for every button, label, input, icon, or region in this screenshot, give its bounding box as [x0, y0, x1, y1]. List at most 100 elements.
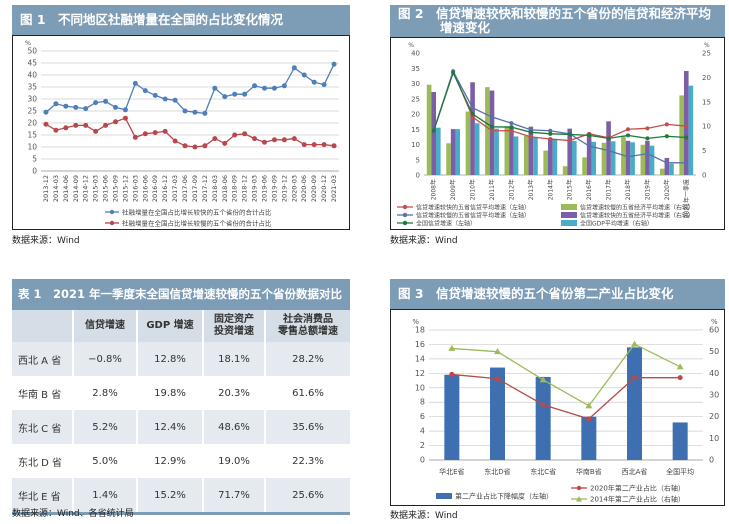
bar — [450, 129, 456, 175]
y-left-tick-label: 16 — [415, 340, 425, 349]
y-left-tick-label: 15 — [27, 131, 37, 140]
bar — [581, 416, 597, 460]
y-left-tick-label: 0 — [416, 172, 420, 180]
value-cell: 5.0% — [72, 444, 137, 478]
data-point — [626, 133, 630, 138]
x-tick-label: 2014-03 — [52, 175, 60, 202]
data-point — [301, 72, 307, 78]
legend-label: 社融增量在全国占比增长较快的五个省份的合计占比 — [122, 208, 272, 217]
x-tick-label: 2013-12 — [42, 175, 50, 202]
data-point — [242, 131, 248, 137]
value-cell: 18.1% — [202, 342, 265, 376]
x-tick-label: 西北A省 — [622, 467, 648, 476]
table-row: 东北 D 省 5.0% 12.9% 19.0% 22.3% — [12, 444, 350, 478]
x-tick-label: 2016-12 — [161, 175, 169, 202]
bar — [533, 136, 538, 175]
y-left-tick-label: 18 — [415, 326, 425, 335]
data-point — [192, 109, 198, 115]
x-tick-label: 2014-12 — [82, 175, 90, 202]
data-point — [142, 131, 148, 137]
data-point — [73, 104, 79, 110]
y-right-tick-label: 60 — [709, 326, 719, 335]
data-point — [152, 130, 158, 136]
legend-swatch — [561, 204, 577, 210]
y-left-tick-label: 35 — [27, 83, 37, 92]
data-point — [271, 137, 277, 143]
data-point — [495, 376, 500, 382]
chart-credit-economy-growth: 0 5 10 15 20 25 30 35 40% 0 5 10 15 20 25% 2008年 2009年 20… — [397, 42, 711, 228]
x-tick-label: 2015-09 — [112, 175, 120, 202]
legend-label: 社融增量在全国占比增长较慢的五个省份的合计占比 — [122, 219, 272, 228]
table-row: 华南 B 省 2.8% 19.8% 20.3% 61.6% — [12, 376, 350, 410]
figure-2: 图 2 信贷增速较快和较慢的五个省份的信贷和经济平均 增速变化 0 5 10 15 20… — [390, 5, 725, 230]
value-cell: 2.8% — [72, 376, 137, 410]
data-point — [281, 83, 287, 89]
header-text: 投资增速 — [214, 326, 254, 337]
y-left-tick-label: 45 — [27, 59, 37, 68]
x-tick-label: 2009年 — [449, 179, 457, 200]
bar — [669, 163, 674, 175]
data-point — [626, 127, 630, 132]
y-left-tick-label: 14 — [415, 354, 425, 363]
legend-swatch — [436, 493, 452, 499]
x-tick-label: 2014年 — [546, 179, 554, 200]
x-tick-label: 2018-06 — [221, 175, 229, 202]
x-tick-label: 2018年 — [624, 179, 632, 200]
data-point — [262, 139, 267, 145]
data-point — [567, 138, 572, 143]
figure-2-title: 图 2 信贷增速较快和较慢的五个省份的信贷和经济平均 增速变化 — [390, 5, 725, 37]
data-point — [664, 122, 669, 127]
data-point — [53, 127, 59, 133]
data-point-triangle — [539, 376, 547, 383]
y-left-unit: % — [412, 318, 419, 326]
x-tick-label: 东北C省 — [530, 467, 556, 476]
bar — [688, 85, 694, 175]
x-tick-label: 2017-12 — [201, 175, 209, 202]
data-point — [83, 106, 89, 112]
data-point — [548, 137, 553, 142]
data-point — [83, 122, 89, 128]
y-left-tick-label: 4 — [420, 427, 425, 436]
value-cell: −0.8% — [72, 342, 137, 376]
x-tick-label: 2008年 — [430, 179, 438, 200]
y-left-tick-label: 40 — [27, 71, 37, 80]
value-cell: 28.2% — [264, 342, 350, 376]
data-point-triangle — [448, 344, 456, 351]
bar — [490, 367, 505, 460]
bar — [470, 82, 475, 175]
data-point — [212, 136, 218, 142]
series-line — [433, 69, 687, 164]
x-tick-label: 2015-03 — [92, 175, 100, 202]
data-point — [311, 142, 317, 148]
bar — [446, 143, 451, 175]
legend-label: 信贷增速较慢的五省经济平均增速（右轴） — [580, 204, 694, 212]
legend-label: 全国GDP平均增速（右轴） — [580, 220, 653, 228]
data-point — [43, 109, 49, 115]
bar — [567, 128, 573, 175]
table-row: 华北 E 省 1.4% 15.2% 71.7% 25.6% — [12, 478, 350, 514]
data-point — [53, 101, 59, 107]
y-right-unit: % — [711, 318, 718, 326]
y-right-tick-label: 10 — [702, 123, 711, 131]
x-tick-label: 华南B省 — [576, 467, 602, 476]
x-tick-label: 2016-03 — [131, 175, 139, 202]
y-left-tick-label: 6 — [420, 412, 425, 421]
value-cell: 48.6% — [202, 410, 265, 444]
table-1: 表 1 2021 年一季度末全国信贷增速较慢的五个省份数据对比 信贷增速 GDP… — [12, 279, 350, 515]
value-cell: 15.2% — [136, 478, 203, 514]
province-cell: 东北 D 省 — [18, 457, 63, 469]
data-point — [202, 143, 208, 149]
y-left-tick-label: 50 — [27, 47, 37, 56]
x-tick-label: 2019-12 — [280, 175, 288, 202]
data-point — [451, 70, 456, 75]
data-point — [490, 124, 494, 129]
data-point — [311, 79, 317, 85]
y-left-tick-label: 10 — [27, 143, 37, 152]
x-tick-label: 2020年 — [663, 179, 671, 200]
bar — [672, 422, 688, 460]
data-point — [321, 142, 327, 148]
data-point — [122, 115, 128, 121]
legend-swatch — [561, 220, 577, 226]
data-point — [132, 134, 138, 140]
province-cell: 华北 E 省 — [12, 478, 73, 514]
